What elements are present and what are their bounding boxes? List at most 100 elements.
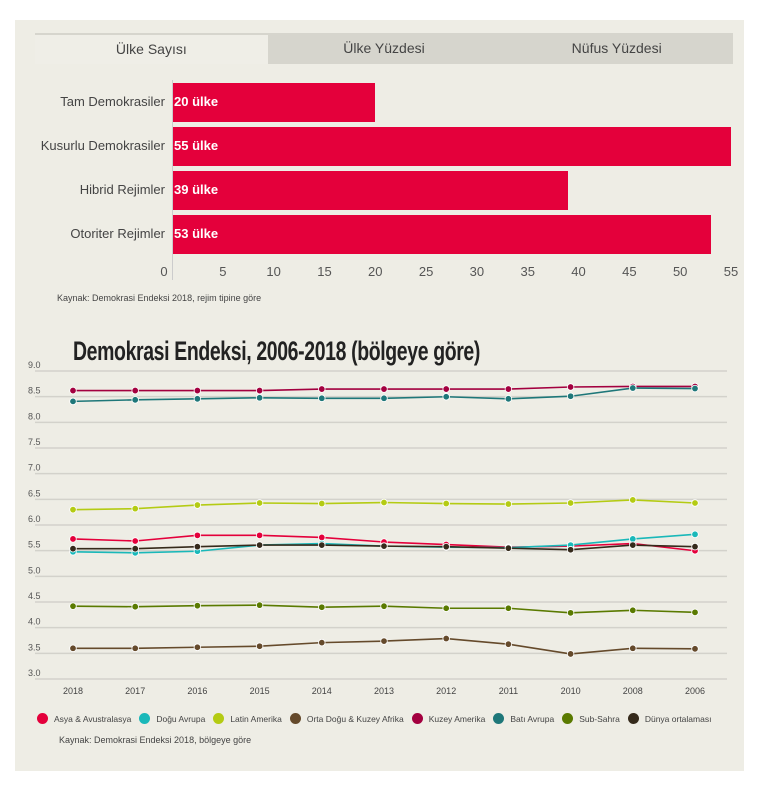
data-point [255,386,264,395]
y-tick-label: 3.0 [28,668,41,678]
data-point [69,602,77,610]
data-point [442,393,450,401]
data-point [691,530,699,539]
y-tick-label: 5.0 [28,565,41,575]
bar-value-label: 20 ülke [174,94,219,109]
legend-dot-icon [411,713,423,724]
legend-label: Sub-Sahra [579,713,620,724]
data-point [380,385,388,393]
data-point [504,500,513,508]
data-point [380,498,388,507]
x-tick-label: 2017 [125,686,145,696]
bar-tick-label: 20 [368,264,383,279]
legend-label: Batı Avrupa [510,713,555,724]
legend-dot-icon [627,713,639,724]
data-point [380,394,388,402]
data-point [691,499,699,507]
bar-tick-label: 15 [317,264,332,279]
data-point [193,643,202,651]
data-point [629,541,637,549]
legend-dot-icon [139,713,151,724]
tab-ulke-sayisi[interactable]: Ülke Sayısı [35,33,268,64]
data-point [318,499,326,508]
bar-category-label: Hibrid Rejimler [79,182,165,197]
legend-dot-icon [562,713,574,724]
data-point [131,504,139,513]
bar[interactable]: 53 ülke [172,215,711,254]
data-point [629,384,637,392]
legend-label: Asya & Avustralasya [54,713,132,724]
data-point [566,546,575,554]
line-source: Kaynak: Demokrasi Endeksi 2018, bölgeye … [59,735,252,745]
data-point [504,385,513,393]
data-point [69,644,77,652]
data-point [629,496,637,504]
data-point [131,537,139,545]
data-point [691,645,699,653]
legend-item[interactable]: Asya & Avustralasya [37,713,131,724]
legend-dot-icon [289,713,301,724]
y-tick-label: 5.5 [28,540,41,550]
y-tick-label: 7.5 [28,437,41,447]
x-tick-label: 2016 [187,686,207,696]
data-point [255,601,264,609]
y-tick-label: 4.0 [28,617,41,627]
data-point [691,542,699,551]
data-point [69,397,77,406]
x-tick-label: 2015 [250,686,270,696]
legend-item[interactable]: Doğu Avrupa [139,713,205,724]
legend-item[interactable]: Latin Amerika [213,713,282,724]
legend-item[interactable]: Kuzey Amerika [411,713,486,724]
x-tick-label: 2011 [499,686,518,696]
bar-source: Kaynak: Demokrasi Endeksi 2018, rejim ti… [57,293,262,303]
data-point [131,386,139,395]
legend-label: Doğu Avrupa [156,713,206,724]
data-point [255,499,264,507]
data-point [255,531,264,540]
data-point [504,640,513,648]
data-point [255,541,264,549]
bar[interactable]: 55 ülke [172,127,731,166]
x-tick-label: 2012 [436,686,456,696]
bar-tick-label: 25 [418,264,434,279]
legend-item[interactable]: Batı Avrupa [493,713,554,724]
data-point [318,541,326,549]
data-point [629,535,637,543]
y-tick-label: 7.0 [28,463,41,473]
x-tick-label: 2013 [374,686,394,696]
bar-tick-label: 35 [520,264,535,279]
legend-label: Kuzey Amerika [428,713,486,724]
bar-tick-label: 5 [219,264,227,279]
y-tick-label: 6.0 [28,514,41,524]
bar-value-label: 53 ülke [174,226,219,241]
data-point [442,385,450,393]
bar-value-label: 55 ülke [174,138,219,153]
data-point [255,394,264,402]
data-point [566,499,575,507]
x-tick-label: 2018 [63,686,83,696]
data-point [318,638,326,647]
legend-dot-icon [37,713,48,724]
x-tick-label: 2010 [561,686,581,696]
bar-tick-label: 50 [672,264,688,279]
bar[interactable]: 20 ülke [172,83,376,122]
legend-item[interactable]: Sub-Sahra [562,713,620,724]
data-point [131,644,139,652]
data-point [193,501,202,509]
legend-item[interactable]: Orta Doğu & Kuzey Afrika [289,713,404,724]
bar-tick-label: 55 [723,264,739,279]
bar[interactable]: 39 ülke [172,171,569,210]
tab-nufus-yuzdesi[interactable]: Nüfus Yüzdesi [571,40,662,56]
bar-tick-label: 30 [469,264,485,279]
data-point [629,644,637,652]
y-tick-label: 9.0 [28,360,41,370]
data-point [131,544,139,553]
tab-ulke-yuzdesi[interactable]: Ülke Yüzdesi [343,40,425,56]
data-point [566,650,575,658]
line-chart-title: Demokrasi Endeksi, 2006-2018 (bölgeye gö… [73,336,480,366]
legend-item[interactable]: Dünya ortalaması [627,713,711,724]
data-point [442,604,450,612]
y-tick-label: 8.5 [28,386,41,396]
y-tick-label: 4.5 [28,591,41,601]
data-point [318,385,326,393]
